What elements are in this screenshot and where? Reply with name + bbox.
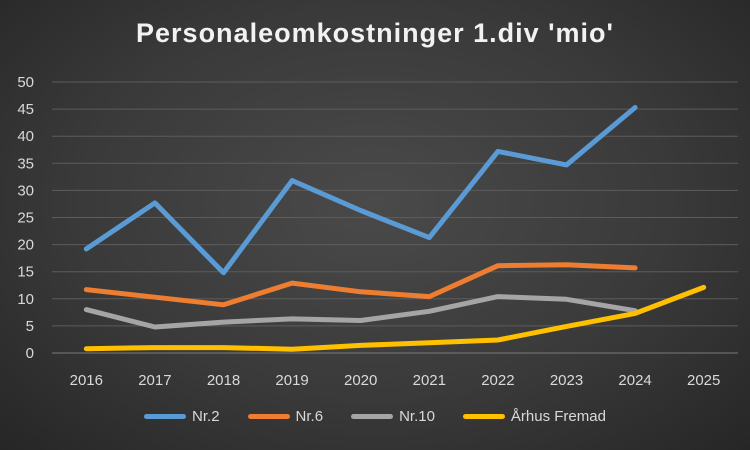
legend-item: Nr.10 [351,408,435,425]
legend: Nr.2 Nr.6 Nr.10 Århus Fremad [0,408,750,425]
legend-swatch [351,414,394,419]
x-tick-label: 2022 [481,372,514,389]
legend-label: Nr.2 [192,408,220,425]
x-axis: 2016 2017 2018 2019 2020 2021 2022 2023 2024 2025 [70,372,721,389]
y-tick-label: 15 [17,264,34,281]
x-tick-label: 2019 [275,372,308,389]
legend-item: Nr.2 [144,408,220,425]
x-tick-label: 2017 [138,372,171,389]
legend-item: Nr.6 [247,408,324,425]
x-tick-label: 2016 [70,372,103,389]
y-tick-label: 30 [17,182,34,199]
chart-title: Personaleomkostninger 1.div 'mio' [136,18,614,48]
y-tick-label: 0 [26,345,34,362]
legend-label: Århus Fremad [510,408,606,425]
series-line-nr-2 [83,105,638,276]
y-axis: 0 5 10 15 20 25 30 35 40 45 50 [17,74,34,362]
x-tick-label: 2020 [344,372,377,389]
x-tick-label: 2025 [687,372,720,389]
legend-label: Nr.6 [295,408,324,425]
y-tick-label: 50 [17,74,34,91]
series-line-nr-6 [83,262,638,308]
legend-item: Århus Fremad [462,408,606,425]
x-tick-label: 2021 [413,372,446,389]
series-lines [83,105,707,352]
y-tick-label: 35 [17,155,34,172]
series-line-nr-10 [83,294,638,330]
legend-swatch [144,414,187,419]
x-tick-label: 2023 [550,372,583,389]
y-tick-label: 25 [17,210,34,227]
x-tick-label: 2018 [207,372,240,389]
x-tick-label: 2024 [618,372,651,389]
y-tick-label: 45 [17,101,34,118]
legend-swatch [247,414,290,419]
legend-swatch [462,414,505,419]
y-tick-label: 20 [17,237,34,254]
legend-label: Nr.10 [399,408,435,425]
y-tick-label: 5 [26,318,34,335]
y-tick-label: 40 [17,128,34,145]
y-tick-label: 10 [17,291,34,308]
series-line-århus-fremad [83,284,707,352]
